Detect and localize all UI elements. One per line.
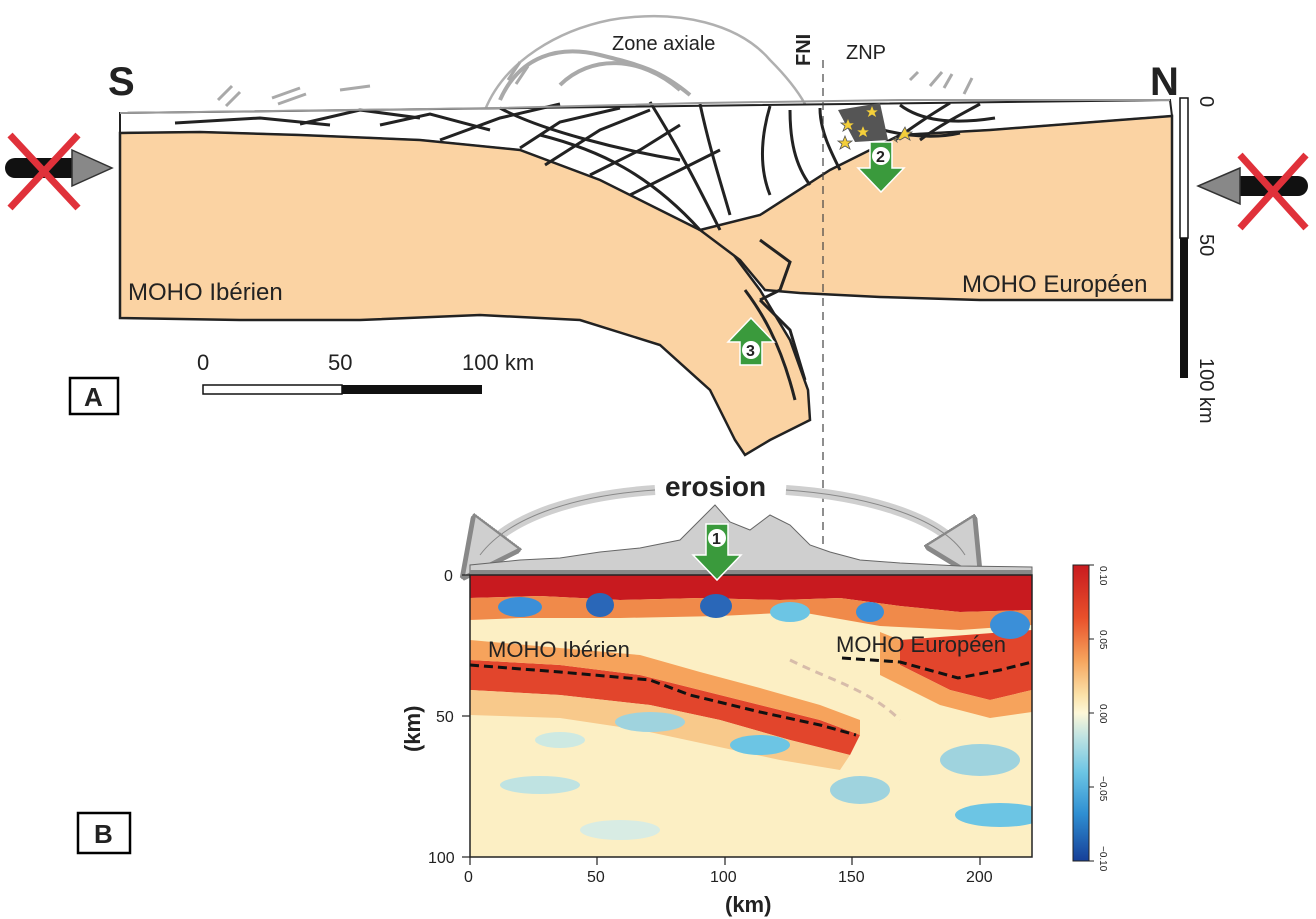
depth-tick-50: 50 [1195, 234, 1217, 256]
cbar-tick-4: −0.10 [1097, 846, 1108, 872]
shear-sense-marks [216, 61, 974, 108]
cbar-tick-3: −0.05 [1097, 776, 1108, 802]
axis-ticks [462, 574, 981, 865]
x-tick-100: 100 [710, 869, 737, 886]
eroded-envelope [483, 14, 807, 111]
scale-tick-100: 100 km [462, 350, 534, 375]
x-tick-200: 200 [966, 869, 993, 886]
depth-tick-100: 100 km [1195, 358, 1217, 424]
left-push-arrow [5, 132, 114, 211]
erosion-label: erosion [665, 471, 766, 502]
european-plate [697, 114, 1174, 302]
erosion-arrow-right [785, 485, 965, 555]
colorbar: 0.10 0.05 0.00 −0.05 −0.10 [1072, 564, 1108, 872]
earthquake-stars [836, 103, 914, 150]
fni-label: FNI [793, 34, 815, 66]
depth-scale-bar: 0 50 100 km [1179, 96, 1217, 424]
arrow-3: 3 [726, 316, 776, 366]
y-tick-100: 100 [428, 850, 455, 867]
horizontal-scale-bar: 0 50 100 km [197, 350, 534, 395]
panel-b-box [76, 811, 132, 855]
scale-tick-0: 0 [197, 350, 209, 375]
arrow-1-label: 1 [712, 531, 721, 548]
depth-tick-0: 0 [1195, 96, 1217, 107]
y-axis-label: (km) [400, 706, 425, 752]
cross-section: S N Zone axiale FNI ZNP MOHO Ibérien MOH… [5, 14, 1309, 555]
erosion-arrow-left [480, 485, 656, 555]
zone-axiale-label: Zone axiale [612, 33, 715, 55]
moho-iberien-line [469, 663, 857, 737]
right-push-arrow [1196, 152, 1309, 231]
moho-europeen-label-a: MOHO Européen [962, 271, 1147, 298]
iberian-plate [118, 130, 812, 457]
x-tick-0: 0 [464, 869, 473, 886]
scale-tick-50: 50 [328, 350, 352, 375]
moho-europeen-line [841, 656, 1033, 680]
x-axis-label: (km) [725, 892, 771, 917]
arrow-3-label: 3 [746, 343, 755, 360]
arrow-1: 1 [691, 523, 743, 582]
arrow-2-label: 2 [876, 149, 885, 166]
erosion-group: erosion [480, 471, 965, 555]
znp-label: ZNP [846, 42, 886, 64]
topography-profile [469, 504, 1033, 576]
arrow-2: 2 [856, 141, 906, 194]
x-tick-50: 50 [587, 869, 605, 886]
cbar-tick-2: 0.00 [1097, 704, 1108, 724]
moho-europeen-label-b: MOHO Européen [836, 632, 1006, 657]
x-tick-150: 150 [838, 869, 865, 886]
fault-lines [174, 101, 996, 401]
panel-a-label: A [84, 382, 103, 412]
panel-a-box [68, 376, 120, 416]
tomography-image [470, 575, 1032, 857]
tomography-panel: MOHO Ibérien MOHO Européen 1 0 50 100 15… [76, 504, 1108, 917]
panel-b-label: B [94, 819, 113, 849]
south-label: S [108, 60, 135, 104]
y-tick-50: 50 [436, 709, 454, 726]
surface-line [119, 99, 1170, 114]
north-label: N [1150, 60, 1179, 104]
cbar-tick-1: 0.05 [1097, 630, 1108, 650]
cbar-tick-0: 0.10 [1097, 566, 1108, 586]
moho-iberien-label-a: MOHO Ibérien [128, 279, 283, 306]
moho-iberien-label-b: MOHO Ibérien [488, 637, 630, 662]
y-tick-0: 0 [444, 568, 453, 585]
